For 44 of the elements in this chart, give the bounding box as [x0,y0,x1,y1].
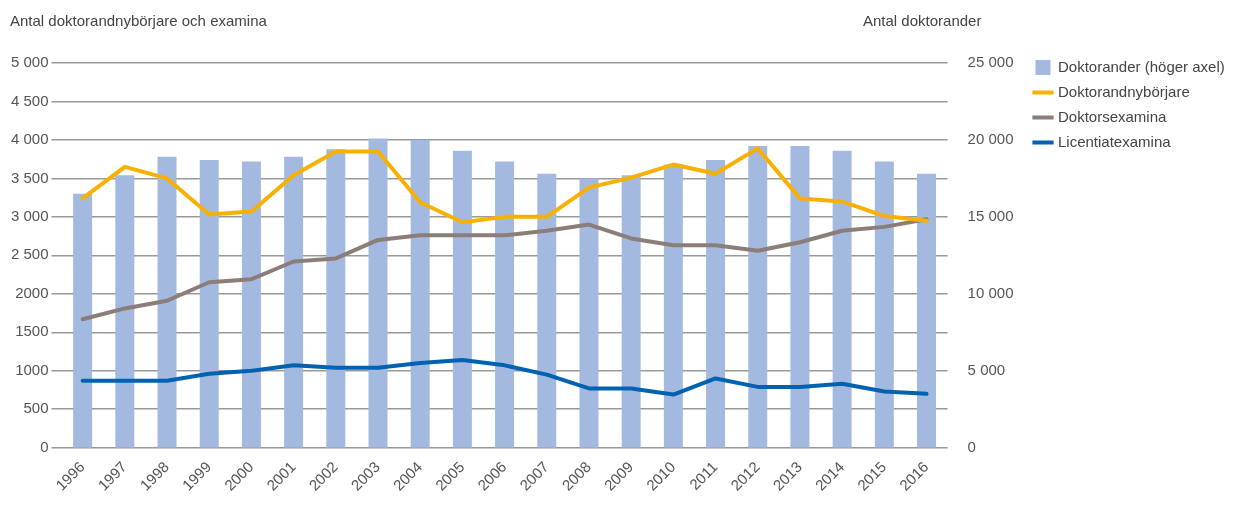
y2-tick-label: 0 [967,437,976,455]
bar [199,159,219,448]
bar [368,138,388,448]
bar [874,161,894,448]
bar [790,146,810,448]
y-axis-title: Antal doktorandnybörjare och examina [10,12,267,29]
bar [917,173,937,448]
y2-axis-title: Antal doktorander [863,12,982,29]
y2-tick-label: 20 000 [967,130,1014,148]
bar [706,159,726,448]
y-tick-label: 5 000 [10,53,49,71]
bar [115,175,135,448]
legend-label: Doktorsexamina [1058,107,1168,125]
y-tick-label: 3 500 [10,168,49,186]
y-tick-label: 0 [40,437,49,455]
bar [495,161,515,448]
legend-label: Doktorander (höger axel) [1058,57,1225,75]
y-tick-label: 3 000 [10,207,49,225]
bar [241,161,261,448]
y2-tick-label: 10 000 [967,283,1014,301]
legend-label: Doktorandnybörjare [1058,82,1190,100]
y-tick-label: 2 500 [10,245,49,263]
bar [621,175,641,448]
bar [579,178,599,448]
y2-tick-label: 5 000 [967,360,1006,378]
y-tick-label: 1500 [15,322,49,340]
bar [537,173,557,448]
y2-tick-label: 25 000 [967,53,1014,71]
y-tick-label: 4 500 [10,91,49,109]
bar [73,193,93,448]
y-tick-label: 4 000 [10,130,49,148]
bar [832,150,852,448]
y-tick-label: 1000 [15,360,49,378]
bar [663,164,683,448]
bar [326,149,346,448]
bar [452,150,472,448]
y-tick-label: 2000 [15,283,49,301]
legend-label: Licentiatexamina [1058,132,1172,150]
bar [410,139,430,448]
bar [748,146,768,448]
bar [284,156,304,448]
y2-tick-label: 15 000 [967,207,1014,225]
y-tick-label: 500 [23,399,49,417]
bar [157,156,177,448]
